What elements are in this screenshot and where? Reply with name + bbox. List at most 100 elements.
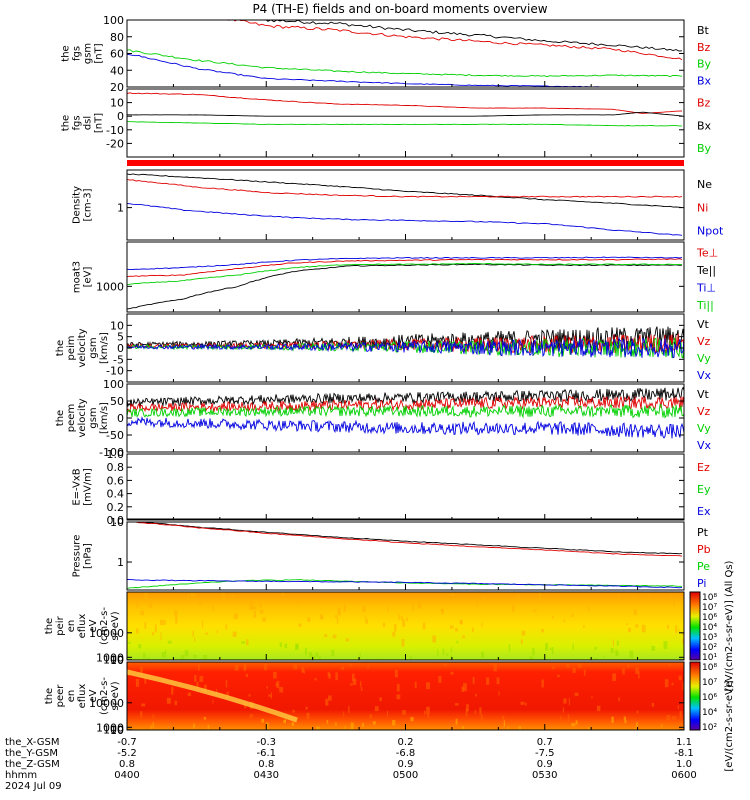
legend-Ex: Ex: [697, 505, 711, 518]
colorbar-scale: [689, 661, 701, 731]
series-Bz: [226, 20, 683, 61]
y-label: sr-eV): [110, 611, 121, 640]
colorbar-tick: 10⁶: [702, 613, 717, 623]
x-axis-row-label: hhmm: [5, 770, 37, 781]
panel-pressure: 10 1 Pressure [nPa] Pt Pb Pe Pi: [72, 516, 711, 591]
y-tick-label: 10000: [89, 627, 124, 640]
y-label: peer: [55, 684, 66, 708]
y-tick-label: 0.6: [107, 474, 125, 487]
x-axis-value: 0.9: [537, 759, 553, 770]
y-tick-label: -10: [106, 124, 124, 137]
panel-frame: [126, 521, 685, 591]
y-label: the: [61, 115, 72, 131]
y-label: en: [66, 620, 77, 633]
x-axis-value: 0530: [532, 770, 557, 781]
y-label: eV: [88, 689, 99, 702]
y-label: the: [55, 340, 66, 356]
y-tick-label: 100: [103, 14, 124, 27]
y-tick-label: 0.8: [107, 461, 125, 474]
y-tick-label: 1: [117, 202, 124, 215]
y-label: (cm2-s-: [99, 607, 110, 645]
y-tick-label: 5: [117, 331, 124, 344]
legend-Ne: Ne: [697, 178, 712, 191]
y-tick-label: 20: [110, 81, 124, 94]
series-Bx: [127, 53, 661, 87]
legend-Bz: Bz: [697, 41, 711, 54]
colorbar-label: [eV/(cm2-s-sr-eV)] (All Qs): [724, 560, 735, 691]
y-tick-label: 80: [110, 31, 124, 44]
y-tick-label: 0: [117, 110, 124, 123]
panel-frame: [126, 19, 685, 88]
y-label: gsm: [88, 337, 99, 358]
series-Vx: [127, 337, 684, 359]
x-axis-value: 0.2: [398, 737, 414, 748]
panel-density: 1 Density [cm-3] Ne Ni Npot: [72, 169, 724, 241]
y-label: [nPa]: [83, 543, 94, 569]
y-tick-label: 60: [110, 48, 124, 61]
y-tick-label: 1000: [96, 280, 124, 293]
legend-Vx: Vx: [697, 439, 712, 452]
x-axis-value: 0400: [114, 770, 139, 781]
y-tick-label: 0.0: [107, 514, 125, 527]
y-tick-label: 1: [117, 556, 124, 569]
y-label: fgs: [72, 46, 83, 61]
x-axis-value: 0.7: [537, 737, 553, 748]
x-axis-row-label: the_Z-GSM: [5, 759, 60, 770]
x-axis-value: 0.8: [119, 759, 135, 770]
y-tick-label: 10: [110, 319, 124, 332]
colorbar-tick: 10⁸: [702, 593, 717, 603]
y-label: Pressure: [72, 535, 83, 578]
legend-Pi: Pi: [697, 577, 706, 590]
y-tick-label: 10: [110, 516, 124, 529]
x-axis-value: -6.1: [256, 748, 276, 759]
y-label: velocity: [77, 398, 88, 437]
y-tick-label: 1.0: [107, 448, 125, 461]
y-label: eflux: [77, 684, 88, 709]
series-By: [127, 49, 683, 78]
panel-frame: [126, 453, 685, 521]
x-axis-value: -5.2: [117, 748, 137, 759]
peer-spectrogram-texture: [127, 662, 684, 730]
panel-frame: [126, 169, 685, 241]
y-label: [cm-3]: [83, 188, 94, 221]
x-axis-value: 0.9: [398, 759, 414, 770]
y-tick-label: 100: [103, 654, 124, 667]
y-label: sr-eV): [110, 681, 121, 710]
colorbar-tick: 10⁴: [702, 623, 717, 633]
legend-Ti||: Ti||: [696, 299, 714, 312]
legend-Vz: Vz: [697, 405, 711, 418]
series-Ni: [127, 178, 683, 198]
peir-spectrogram-image: [127, 592, 684, 660]
x-axis-value: 0.8: [258, 759, 274, 770]
y-label: the: [44, 618, 55, 634]
pressure-traces: [127, 522, 683, 589]
colorbar-tick: 10³: [702, 633, 717, 643]
colorbar-tick: 10⁷: [702, 678, 717, 688]
legend-Te⊥: Te⊥: [696, 247, 718, 260]
series-Pt: [134, 522, 683, 555]
panel-fgs-dsl: 100-10-20 the fgs dsl [nT] Bz Bx By: [61, 88, 712, 158]
legend-By: By: [697, 142, 712, 155]
series-Bx: [127, 111, 683, 117]
y-tick-label: 100: [103, 724, 124, 737]
panel-temperature: 1000 moat3 [eV] Te⊥ Te|| Ti⊥ Ti||: [72, 241, 718, 313]
x-axis-value: -0.3: [256, 737, 276, 748]
y-label: peem: [66, 404, 77, 432]
series-Npot: [127, 202, 683, 236]
panel-peem-velocity: 100 50 0 -50 -100 the peem velocity gsm [km/s] Vt V…: [55, 378, 712, 459]
colorbar-tick: 10²: [702, 643, 717, 653]
peer-spectrogram-image: [127, 662, 684, 730]
legend-Te||: Te||: [696, 264, 716, 277]
series-Vy: [127, 403, 684, 419]
date-label: 2024 Jul 09: [5, 781, 62, 792]
series-Pi: [127, 579, 683, 589]
legend-Pt: Pt: [697, 526, 709, 539]
y-tick-label: 0: [117, 342, 124, 355]
y-label: peir: [55, 615, 66, 635]
colorbar-tick: 10⁸: [702, 663, 717, 673]
legend-Vy: Vy: [697, 422, 711, 435]
legend-Ti⊥: Ti⊥: [696, 282, 716, 295]
y-tick-label: 0: [117, 412, 124, 425]
